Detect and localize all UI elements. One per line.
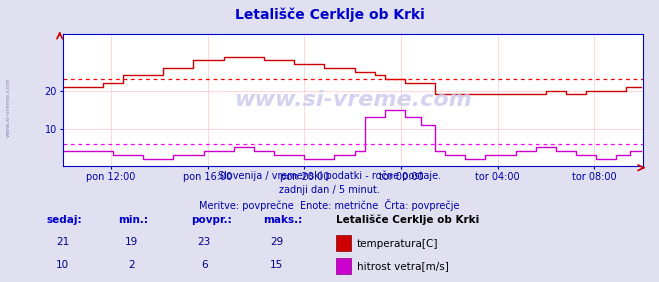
Text: 23: 23 <box>198 237 211 247</box>
Text: Letališče Cerklje ob Krki: Letališče Cerklje ob Krki <box>235 7 424 21</box>
Text: Meritve: povprečne  Enote: metrične  Črta: povprečje: Meritve: povprečne Enote: metrične Črta:… <box>199 199 460 211</box>
Text: maks.:: maks.: <box>264 215 303 225</box>
Text: 10: 10 <box>56 260 69 270</box>
Text: hitrost vetra[m/s]: hitrost vetra[m/s] <box>357 261 449 272</box>
Text: sedaj:: sedaj: <box>46 215 82 225</box>
Text: Letališče Cerklje ob Krki: Letališče Cerklje ob Krki <box>336 214 479 225</box>
Text: 19: 19 <box>125 237 138 247</box>
Text: www.si-vreme.com: www.si-vreme.com <box>5 78 11 137</box>
Text: www.si-vreme.com: www.si-vreme.com <box>234 90 471 110</box>
Text: 6: 6 <box>201 260 208 270</box>
Text: temperatura[C]: temperatura[C] <box>357 239 439 249</box>
Text: 29: 29 <box>270 237 283 247</box>
Text: Slovenija / vremenski podatki - ročne postaje.: Slovenija / vremenski podatki - ročne po… <box>218 171 441 181</box>
Text: 21: 21 <box>56 237 69 247</box>
Text: min.:: min.: <box>119 215 149 225</box>
Text: 15: 15 <box>270 260 283 270</box>
Text: zadnji dan / 5 minut.: zadnji dan / 5 minut. <box>279 185 380 195</box>
Text: povpr.:: povpr.: <box>191 215 232 225</box>
Text: 2: 2 <box>129 260 135 270</box>
